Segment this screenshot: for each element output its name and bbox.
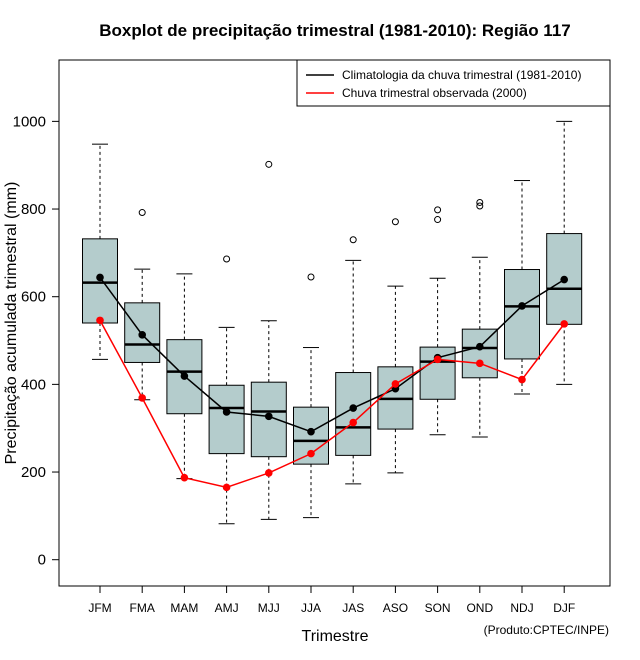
y-axis-label: Precipitação acumulada trimestral (mm) [3, 182, 20, 465]
climatology-point [349, 404, 358, 412]
climatology-point [560, 275, 568, 284]
y-tick-label: 200 [21, 464, 46, 481]
x-axis: JFM FMA MAM AMJ MJJ JJA JAS ASO SON OND NDJ DJF [88, 585, 575, 615]
box-iqr [461, 328, 498, 379]
boxplot-mjj [250, 160, 287, 520]
boxplots [82, 120, 583, 525]
x-tick-label: AMJ [215, 601, 239, 615]
climatology-line [99, 276, 565, 433]
box-iqr [335, 372, 372, 456]
boxplot-son [419, 206, 456, 436]
observed-point [433, 355, 442, 364]
observed-point [560, 320, 568, 328]
observed-point [518, 375, 526, 384]
boxplot-fma [124, 209, 161, 401]
outlier-point [434, 216, 442, 224]
chart-title: Boxplot de precipitação trimestral (1981… [99, 21, 570, 40]
climatology-point [265, 412, 273, 421]
boxplot-jfm [82, 143, 118, 360]
credit-text: (Produto:CPTEC/INPE) [484, 623, 609, 637]
climatology-point [307, 427, 315, 436]
x-tick-label: JAS [342, 601, 364, 615]
boxplot-aso [377, 218, 414, 474]
x-tick-label: JJA [301, 601, 321, 615]
outlier-point [391, 218, 399, 226]
x-tick-label: JFM [88, 601, 111, 615]
outlier-point [307, 273, 315, 281]
legend: Climatologia da chuva trimestral (1981-2… [296, 59, 611, 107]
x-tick-label: NDJ [510, 601, 533, 615]
outlier-point [476, 198, 484, 206]
y-axis: 0 200 400 600 800 1000 [13, 113, 60, 569]
outlier-point [476, 202, 484, 210]
observed-point [391, 380, 400, 388]
x-tick-label: MAM [170, 601, 198, 615]
x-tick-label: SON [425, 601, 451, 615]
boxplot-amj [208, 255, 245, 525]
climatology-point [222, 408, 231, 416]
climatology-point [96, 273, 104, 282]
box-iqr [208, 384, 245, 455]
y-tick-label: 600 [21, 289, 46, 306]
observed-point [138, 394, 146, 402]
y-tick-label: 1000 [13, 113, 46, 130]
boxplot-jja [293, 273, 329, 519]
climatology-point [180, 372, 189, 380]
climatology-point [518, 302, 526, 310]
observed-point [265, 469, 273, 477]
x-tick-label: MJJ [258, 601, 280, 615]
outlier-point [138, 209, 146, 217]
y-tick-label: 400 [21, 376, 46, 393]
climatology-point [476, 342, 484, 351]
outlier-point [265, 160, 273, 168]
y-tick-label: 0 [38, 552, 46, 569]
x-tick-label: DJF [553, 601, 575, 615]
outlier-point [434, 206, 442, 214]
observed-point [476, 359, 484, 368]
x-tick-label: ASO [383, 601, 408, 615]
x-tick-label: FMA [130, 601, 155, 615]
boxplot-ndj [504, 180, 540, 395]
climatology-point [138, 331, 146, 339]
series-lines [96, 273, 568, 492]
boxplot-ond [461, 198, 498, 438]
legend-box [296, 59, 611, 107]
observed-line [99, 320, 565, 489]
observed-point [180, 473, 189, 482]
outlier-point [349, 236, 357, 244]
observed-point [96, 316, 104, 325]
y-tick-label: 800 [21, 201, 46, 218]
observed-point [222, 483, 231, 492]
observed-point [307, 449, 315, 458]
observed-point [349, 418, 358, 427]
box-iqr [504, 269, 540, 360]
boxplot-jas [335, 236, 372, 485]
legend-climatology-label: Climatologia da chuva trimestral (1981-2… [342, 68, 581, 82]
x-tick-label: OND [466, 601, 493, 615]
outlier-point [223, 255, 231, 263]
legend-observed-label: Chuva trimestral observada (2000) [342, 86, 527, 100]
x-axis-label: Trimestre [302, 628, 369, 645]
boxplot-djf [546, 120, 583, 385]
